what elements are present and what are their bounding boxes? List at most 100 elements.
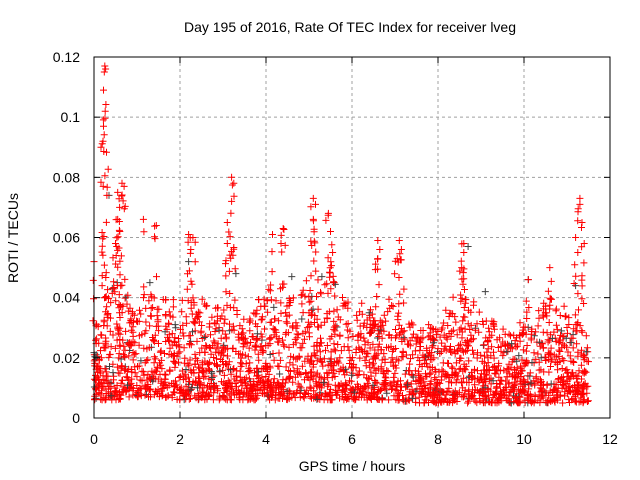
data-point <box>127 326 135 334</box>
data-point <box>582 383 590 391</box>
data-point <box>385 396 393 404</box>
data-point <box>502 383 510 391</box>
data-point <box>325 380 333 388</box>
data-point <box>316 381 324 389</box>
data-point <box>440 319 448 327</box>
data-point <box>481 288 489 296</box>
data-point <box>324 289 332 297</box>
data-point <box>180 372 188 380</box>
data-point <box>113 234 121 242</box>
data-point <box>228 326 236 334</box>
data-point <box>443 335 451 343</box>
data-point <box>123 300 131 308</box>
data-point <box>424 333 432 341</box>
data-point <box>146 385 154 393</box>
data-point <box>115 354 123 362</box>
data-point <box>363 374 371 382</box>
data-point <box>102 293 110 300</box>
data-point <box>458 275 466 283</box>
data-point <box>289 324 297 332</box>
data-point <box>409 351 417 359</box>
data-point <box>120 342 128 350</box>
data-point <box>223 240 231 247</box>
data-point <box>277 231 285 239</box>
data-point <box>404 340 412 348</box>
data-point <box>458 334 466 342</box>
data-point <box>524 392 532 399</box>
data-point <box>401 370 409 378</box>
x-tick-label: 2 <box>176 431 184 447</box>
data-point <box>237 359 244 367</box>
data-point <box>158 365 166 373</box>
data-point <box>254 368 262 376</box>
data-point <box>408 334 416 342</box>
data-point <box>491 369 499 377</box>
data-point <box>416 346 424 354</box>
data-point <box>255 296 262 303</box>
data-point <box>290 390 298 398</box>
data-point <box>262 363 270 371</box>
data-point <box>175 335 182 342</box>
data-point <box>251 396 259 404</box>
data-point <box>316 348 324 356</box>
data-point <box>547 363 554 370</box>
data-point <box>475 378 483 386</box>
data-point <box>232 348 240 355</box>
data-point <box>286 388 294 396</box>
data-point <box>433 379 441 387</box>
data-point <box>298 362 306 370</box>
data-point <box>366 324 374 331</box>
data-point <box>198 384 206 392</box>
data-point <box>561 342 568 350</box>
x-tick-label: 0 <box>90 431 98 447</box>
data-point <box>532 328 540 336</box>
data-point <box>101 294 108 302</box>
data-point <box>306 393 314 401</box>
data-point <box>213 343 221 351</box>
data-point <box>305 323 313 331</box>
data-point <box>278 248 286 256</box>
data-point <box>556 348 564 355</box>
data-point <box>308 373 315 381</box>
data-point <box>451 350 459 358</box>
data-point <box>105 353 113 361</box>
data-point <box>494 344 502 351</box>
data-point <box>336 382 343 390</box>
data-point <box>152 322 160 330</box>
data-point <box>273 379 281 387</box>
data-point <box>545 368 553 376</box>
data-point <box>240 340 248 348</box>
data-point <box>327 285 335 293</box>
data-point <box>249 386 256 394</box>
data-point <box>448 328 456 336</box>
data-point <box>507 344 515 352</box>
data-point <box>518 389 526 396</box>
data-point <box>207 331 214 339</box>
data-point <box>391 270 399 278</box>
data-point <box>294 380 302 388</box>
data-point <box>346 377 353 385</box>
data-point <box>206 320 214 328</box>
data-point <box>449 326 457 334</box>
data-point <box>552 381 560 389</box>
data-point <box>420 399 428 407</box>
data-point <box>185 258 193 266</box>
data-point <box>141 359 149 367</box>
data-point <box>578 295 586 303</box>
data-point <box>389 302 397 310</box>
data-point <box>147 312 155 320</box>
data-point <box>283 302 291 310</box>
data-point <box>432 376 440 383</box>
data-point <box>279 225 287 232</box>
data-point <box>92 385 99 393</box>
data-point <box>445 378 453 386</box>
data-point <box>392 382 400 390</box>
data-point <box>567 339 575 347</box>
data-point <box>301 335 308 343</box>
data-point <box>264 341 272 349</box>
data-point <box>515 352 523 360</box>
data-point <box>217 334 225 342</box>
data-point <box>226 290 234 297</box>
data-point <box>102 341 110 349</box>
